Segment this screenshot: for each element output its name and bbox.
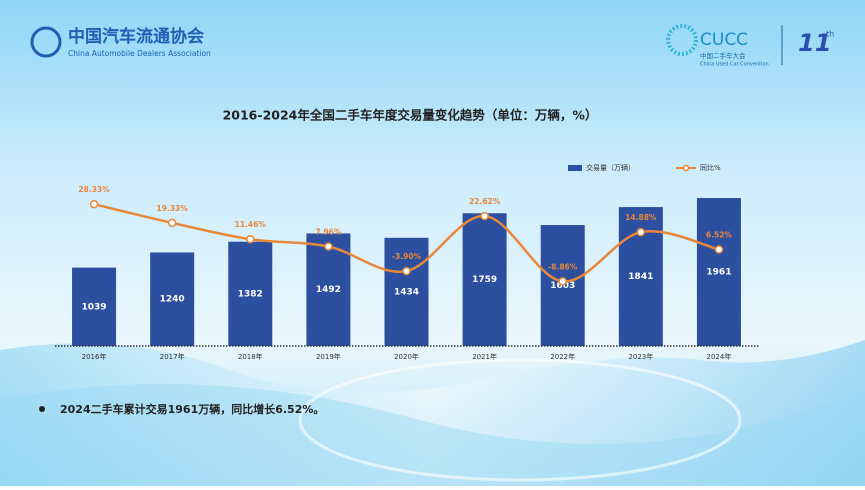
bar-label: 1434 — [394, 287, 419, 297]
x-tick-label: 2021年 — [472, 352, 497, 361]
x-tick-label: 2020年 — [394, 352, 419, 361]
point — [636, 227, 646, 237]
point — [714, 245, 724, 254]
point-label: -3.90% — [392, 252, 422, 261]
x-tick-label: 2024年 — [707, 352, 732, 361]
point-label: 7.96% — [315, 227, 342, 236]
cucc-en: China Used Car Convention — [700, 62, 769, 68]
point — [324, 242, 333, 251]
line — [93, 202, 720, 283]
bar-label: 1603 — [550, 281, 575, 291]
cucc: CUCC — [700, 30, 748, 50]
bullet — [39, 406, 45, 412]
x-tick-label: 2019年 — [316, 352, 341, 361]
badge-sup: th — [826, 30, 834, 39]
logo-cn: 中国汽车流通协会 — [68, 26, 204, 47]
point — [89, 199, 99, 209]
chart-title: 2016-2024年全国二手车年度交易量变化趋势（单位：万辆，%） — [223, 108, 598, 123]
bar — [696, 198, 741, 346]
bar — [462, 213, 507, 346]
bar-label: 1039 — [82, 302, 107, 312]
bar — [228, 241, 273, 346]
bar-label: 1382 — [238, 289, 263, 299]
point-label: 28.33% — [78, 185, 110, 194]
legend-swatch — [568, 165, 582, 171]
point-label: -8.86% — [548, 262, 578, 271]
cucc-cn: 中国二手车大会 — [700, 51, 746, 60]
point — [558, 277, 567, 286]
point-label: 6.52% — [706, 230, 733, 239]
cucc-icon — [666, 24, 698, 56]
badge: 11 — [798, 29, 831, 57]
x-tick-label: 2017年 — [160, 352, 185, 361]
x-tick-label: 2023年 — [628, 352, 653, 361]
legend-label: 交易量（万辆） — [586, 163, 635, 172]
ring — [298, 358, 742, 482]
note: 2024二手车累计交易1961万辆，同比增长6.52%。 — [60, 402, 324, 416]
point — [480, 211, 489, 221]
bar — [384, 237, 429, 346]
x-tick-label: 2016年 — [82, 352, 107, 361]
bar-label: 1961 — [706, 268, 731, 278]
logo-en: China Automobile Dealers Association — [68, 49, 211, 58]
point — [167, 218, 177, 228]
bar-label: 1492 — [316, 285, 341, 295]
bar-label: 1759 — [472, 275, 497, 285]
bar — [150, 252, 195, 346]
wave — [0, 384, 865, 486]
x-tick-label: 2018年 — [238, 352, 263, 361]
x-tick-label: 2022年 — [550, 352, 575, 361]
point — [246, 234, 255, 244]
legend-label: 同比% — [700, 163, 721, 172]
point-label: 19.33% — [157, 204, 189, 213]
point — [402, 266, 411, 276]
bar-label: 1841 — [628, 272, 653, 282]
point-label: 22.62% — [469, 197, 501, 206]
logo-icon — [30, 26, 62, 58]
point-label: 11.46% — [235, 220, 267, 229]
point-label: 14.88% — [625, 213, 657, 222]
bar-label: 1240 — [160, 295, 185, 305]
bar — [72, 267, 117, 346]
legend-swatch — [682, 164, 690, 172]
